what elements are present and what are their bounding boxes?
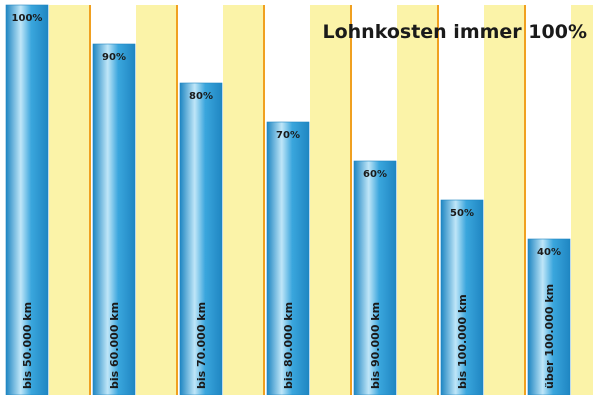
category-label-6: bis 100.000 km (456, 294, 469, 389)
category-label-3: bis 70.000 km (195, 302, 208, 389)
value-label-4: 70% (276, 130, 300, 141)
yellow-bar-6 (484, 5, 526, 395)
blue-bar-6 (440, 199, 484, 395)
blue-bar-4 (266, 121, 310, 395)
yellow-bar-3 (223, 5, 265, 395)
yellow-bar-edge-3 (263, 5, 265, 395)
yellow-bar-7 (571, 5, 593, 395)
value-label-6: 50% (450, 208, 474, 219)
yellow-bar-2 (136, 5, 178, 395)
category-label-1: bis 50.000 km (21, 302, 34, 389)
category-label-5: bis 90.000 km (369, 302, 382, 389)
value-label-7: 40% (537, 247, 561, 258)
yellow-bar-4 (310, 5, 352, 395)
yellow-bar-edge-4 (350, 5, 352, 395)
blue-bars-group (5, 4, 571, 395)
value-label-3: 80% (189, 91, 213, 102)
yellow-bar-edge-2 (176, 5, 178, 395)
blue-bar-3 (179, 82, 223, 395)
yellow-bar-5 (397, 5, 439, 395)
value-label-1: 100% (12, 13, 43, 24)
chart-title: Lohnkosten immer 100% (323, 21, 588, 43)
yellow-bar-1 (49, 5, 91, 395)
category-label-2: bis 60.000 km (108, 302, 121, 389)
blue-bar-1 (5, 4, 49, 395)
yellow-bars-group (49, 5, 593, 395)
blue-bar-7 (527, 238, 571, 395)
yellow-bar-edge-1 (89, 5, 91, 395)
category-label-4: bis 80.000 km (282, 302, 295, 389)
value-label-5: 60% (363, 169, 387, 180)
value-label-2: 90% (102, 52, 126, 63)
yellow-bar-edge-5 (437, 5, 439, 395)
blue-bar-2 (92, 43, 136, 395)
yellow-bar-edge-6 (524, 5, 526, 395)
blue-bar-5 (353, 160, 397, 395)
labels-group: 100% bis 50.000 km 90% bis 60.000 km 80% bis … (12, 13, 561, 389)
category-label-7: über 100.000 km (543, 284, 556, 389)
